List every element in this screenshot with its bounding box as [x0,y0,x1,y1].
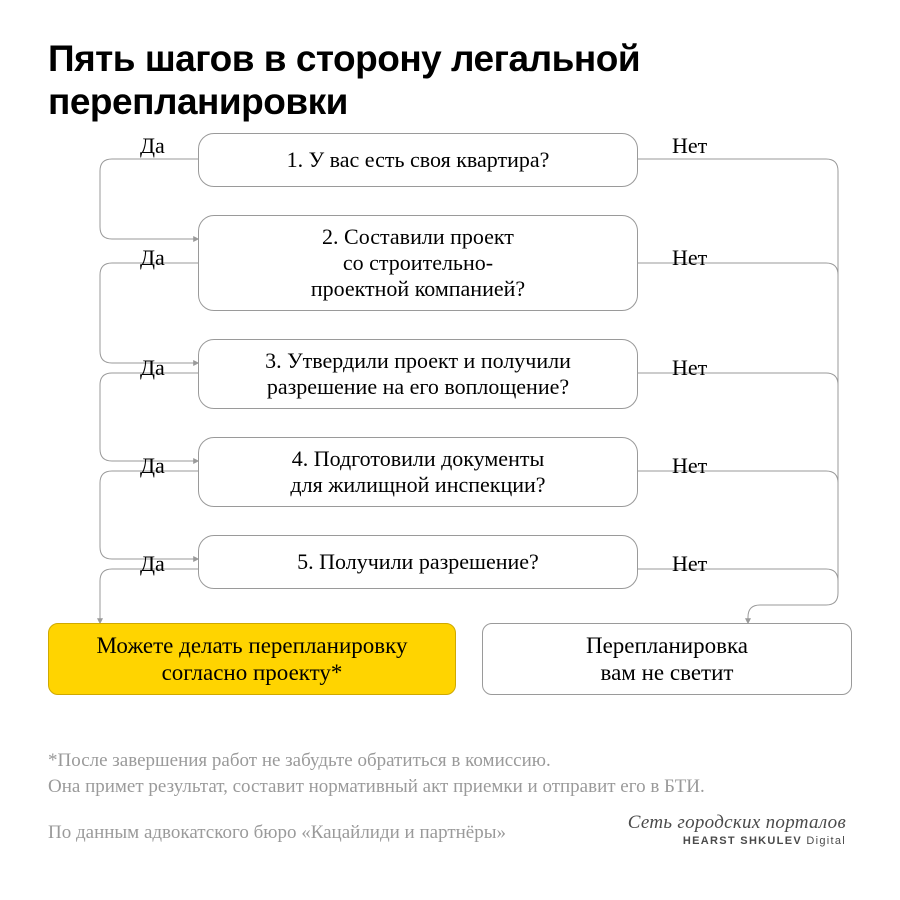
brand-block: Сеть городских порталов HEARST SHKULEV D… [628,812,846,847]
flow-node-q5: 5. Получили разрешение? [198,535,638,589]
flow-node-q1: 1. У вас есть своя квартира? [198,133,638,187]
footnote-line-2: Она примет результат, составит нормативн… [48,776,705,797]
yes-label-4: Да [140,455,165,477]
yes-label-3: Да [140,357,165,379]
page-title: Пять шагов в сторону легальной переплани… [48,38,852,123]
source-text: По данным адвокатского бюро «Кацайлиди и… [48,822,506,844]
yes-label-1: Да [140,135,165,157]
brand-subtitle: HEARST SHKULEV Digital [628,835,846,847]
no-label-4: Нет [672,455,707,477]
no-label-5: Нет [672,553,707,575]
flow-node-no_result: Перепланировкавам не светит [482,623,852,695]
flowchart: 1. У вас есть своя квартира? 2. Составили… [48,133,852,723]
yes-label-2: Да [140,247,165,269]
footnote-line-1: *После завершения работ не забудьте обра… [48,750,551,771]
no-label-2: Нет [672,247,707,269]
flow-node-q3: 3. Утвердили проект и получилиразрешение… [198,339,638,409]
flow-node-q4: 4. Подготовили документыдля жилищной инс… [198,437,638,507]
flow-node-yes_result: Можете делать перепланировкусогласно про… [48,623,456,695]
no-label-3: Нет [672,357,707,379]
brand-name: Сеть городских порталов [628,812,846,834]
flow-node-q2: 2. Составили проектсо строительно-проект… [198,215,638,311]
no-label-1: Нет [672,135,707,157]
yes-label-5: Да [140,553,165,575]
footnote-text: *После завершения работ не забудьте обра… [48,748,705,799]
